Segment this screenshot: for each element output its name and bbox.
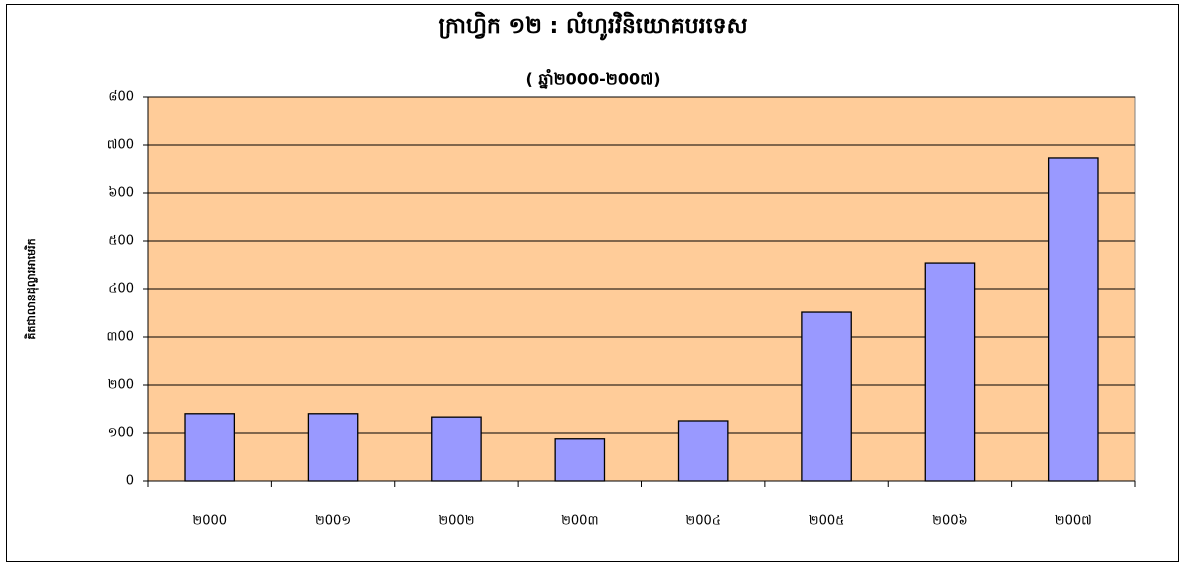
- bar: [1047, 157, 1099, 482]
- bar: [184, 413, 236, 482]
- x-tick-label: ២000: [192, 514, 227, 529]
- x-tick-label: ២00៣: [561, 514, 599, 529]
- x-tick-label: ២00១: [315, 514, 351, 529]
- chart-title: ក្រាហ្វិក ១២ : លំហូរវិនិយោគបរទេស: [438, 11, 747, 41]
- chart-subtitle: ( ឆ្នាំ២000-២00៧): [525, 69, 660, 90]
- y-tick-label: ២00: [108, 378, 134, 393]
- bar: [924, 262, 976, 482]
- y-tick-label: ៣00: [106, 330, 134, 345]
- y-tick-label: ៧00: [107, 138, 134, 153]
- y-axis-label: គិតជាលានដុល្លារអាមេរិក: [24, 238, 39, 339]
- x-tick-label: ២00៥: [809, 514, 845, 529]
- y-tick-label: ១00: [108, 426, 134, 441]
- x-tick-label: ២00៧: [1055, 514, 1092, 529]
- bar: [801, 311, 852, 482]
- bar: [307, 413, 359, 482]
- x-tick-label: ២00៤: [685, 514, 721, 529]
- bar: [431, 416, 482, 482]
- bar: [677, 420, 729, 482]
- y-tick-label: ៨00: [108, 90, 134, 105]
- x-tick-label: ២00២: [438, 514, 474, 529]
- y-tick-label: ៥00: [108, 234, 134, 249]
- y-tick-label: ៤00: [108, 282, 134, 297]
- y-tick-label: 0: [126, 474, 134, 489]
- y-tick-label: ៦00: [108, 186, 134, 201]
- bar: [554, 438, 606, 482]
- x-tick-label: ២00៦: [932, 514, 968, 529]
